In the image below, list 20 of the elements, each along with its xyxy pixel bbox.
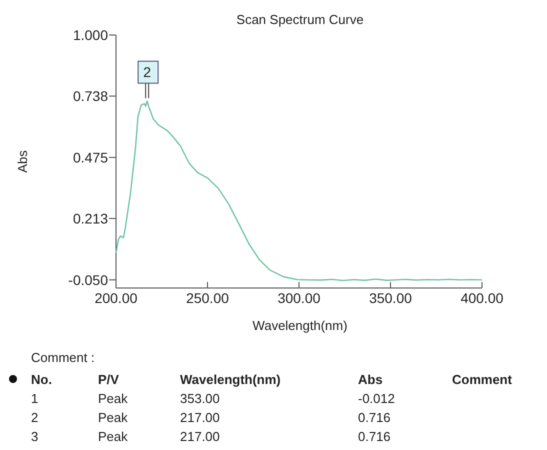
x-tick-label: 250.00 <box>186 290 230 306</box>
text: Comment : <box>31 350 95 365</box>
y-tick-label: -0.050 <box>68 272 108 288</box>
x-tick-label: 350.00 <box>369 290 412 306</box>
y-tick-label: 0.475 <box>72 149 108 166</box>
x-tick-label: 400.00 <box>460 290 504 306</box>
text: 2 Peak 217.00 0.716 <box>31 410 391 425</box>
annotation: 2 <box>143 64 152 80</box>
y-tick-label: 0.213 <box>72 210 108 227</box>
text: 1 Peak 353.00 -0.012 <box>31 391 395 406</box>
chart-title: Scan Spectrum Curve <box>236 12 364 27</box>
y-tick-label: 0.738 <box>72 88 108 104</box>
y-tick-label: 1.000 <box>72 27 108 43</box>
text: No. P/V Wavelength(nm) Abs Comment <box>31 372 512 387</box>
x-tick-label: 300.00 <box>278 290 321 306</box>
line-series <box>115 100 483 282</box>
text: 3 Peak 217.00 0.716 <box>31 429 391 444</box>
y-axis-title: Abs <box>15 150 30 173</box>
x-tick-label: 200.00 <box>94 290 138 306</box>
x-axis-title: Wavelength(nm) <box>252 318 348 333</box>
